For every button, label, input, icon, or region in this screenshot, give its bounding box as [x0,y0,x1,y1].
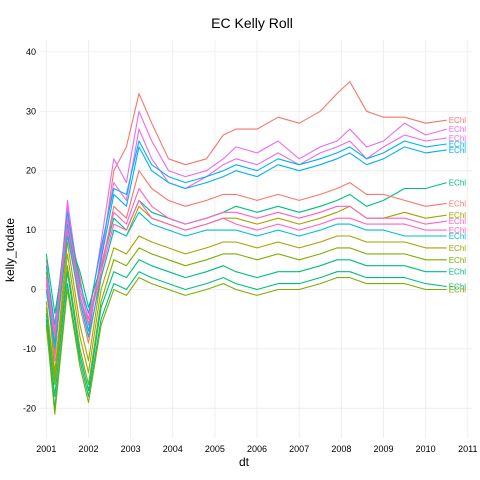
series-line [45,235,447,380]
y-tick-label: 10 [26,225,36,235]
chart-title: EC Kelly Roll [211,15,293,31]
x-tick-label: 2005 [205,444,225,454]
x-tick-label: 2002 [78,444,98,454]
y-tick-label: 0 [31,284,36,294]
series-line [45,199,447,338]
y-axis-ticks: -20 -10 0 10 20 30 40 [23,47,36,413]
series-lines [45,81,447,415]
y-tick-label: 40 [26,47,36,57]
series-line [45,187,447,332]
x-tick-label: 2011 [458,444,477,454]
series-end-label: EChl [449,140,467,149]
y-axis-title: kelly_todate [3,218,17,282]
series-end-label: EChl [449,285,467,294]
x-tick-label: 2010 [416,444,436,454]
series-end-label: EChl [449,125,467,134]
series-end-label: EChl [449,217,467,226]
series-line [45,259,447,397]
series-line [45,277,447,415]
y-tick-label: -20 [23,403,36,413]
series-end-label: EChl [449,244,467,253]
series-end-label: EChl [449,256,467,265]
x-tick-label: 2004 [163,444,183,454]
series-end-label: EChl [449,116,467,125]
x-axis-title: dt [239,455,250,469]
x-tick-label: 2001 [36,444,56,454]
x-tick-label: 2008 [331,444,351,454]
y-tick-label: -10 [23,344,36,354]
x-tick-label: 2009 [373,444,393,454]
series-line [45,128,447,362]
series-end-label: EChl [449,134,467,143]
series-end-label: EChl [449,226,467,235]
y-tick-label: 30 [26,106,36,116]
x-tick-label: 2003 [121,444,141,454]
series-end-label: EChl [449,283,467,292]
series-line [45,110,447,350]
series-line [45,271,447,409]
series-line [45,211,447,350]
series-end-label: EChl [449,268,467,277]
series-line [45,140,447,326]
series-end-label: EChl [449,199,467,208]
series-end-label: EChl [449,146,467,155]
series-end-label: EChl [449,179,467,188]
y-tick-label: 20 [26,166,36,176]
x-tick-label: 2007 [289,444,309,454]
x-tick-label: 2006 [247,444,267,454]
series-end-label: EChl [449,211,467,220]
series-line [45,170,447,356]
series-line [45,146,447,344]
series-end-label: EChl [449,232,467,241]
series-end-labels: EChlEChlEChlEChlEChlEChlEChlEChlEChlEChl… [449,116,467,294]
series-line [45,247,447,386]
x-axis-ticks: 2001 2002 2003 2004 2005 2006 2007 2008 2009 2010… [36,444,477,454]
